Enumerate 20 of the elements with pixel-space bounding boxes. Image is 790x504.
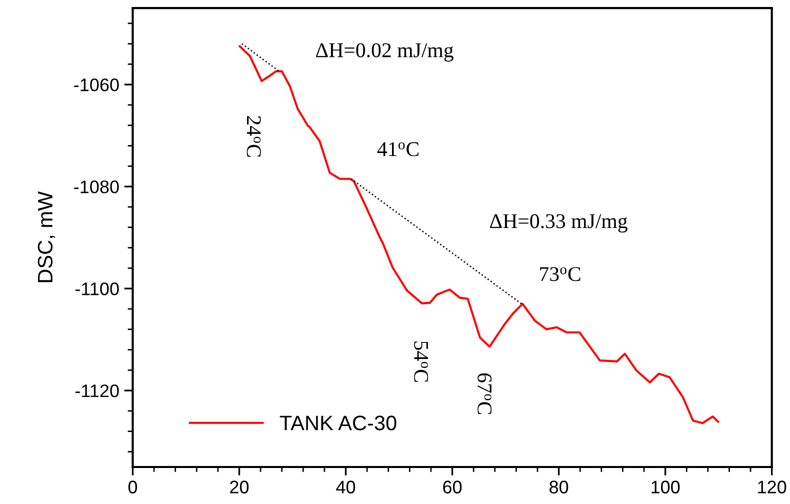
x-tick-label: 0 [128, 480, 138, 494]
x-tick-label: 120 [758, 480, 786, 494]
annotation: ΔH=0.33 mJ/mg [490, 214, 628, 232]
y-tick-label: -1100 [75, 282, 119, 296]
annotation: 54$^{o}$C [414, 342, 428, 382]
x-tick-label: 20 [230, 480, 249, 494]
annotation: 41$^{o}$C [377, 142, 418, 156]
x-tick-label: 80 [550, 480, 568, 494]
y-tick-label: -1060 [74, 78, 119, 92]
y-tick-label: -1120 [75, 384, 119, 398]
y-tick-label: -1080 [74, 180, 119, 194]
x-tick-label: 60 [443, 480, 462, 494]
annotation: 67$^{o}$C [478, 373, 492, 414]
legend-label: TANK AC-30 [280, 416, 396, 430]
annotation: ΔH=0.02 mJ/mg [316, 43, 454, 62]
y-axis-title: DSC, mW [38, 191, 56, 282]
x-tick-label: 40 [336, 480, 356, 494]
annotation: 24$^{o}$C [246, 116, 261, 157]
x-tick-label: 100 [652, 480, 680, 494]
annotation: 73$^{o}$C [540, 267, 580, 282]
